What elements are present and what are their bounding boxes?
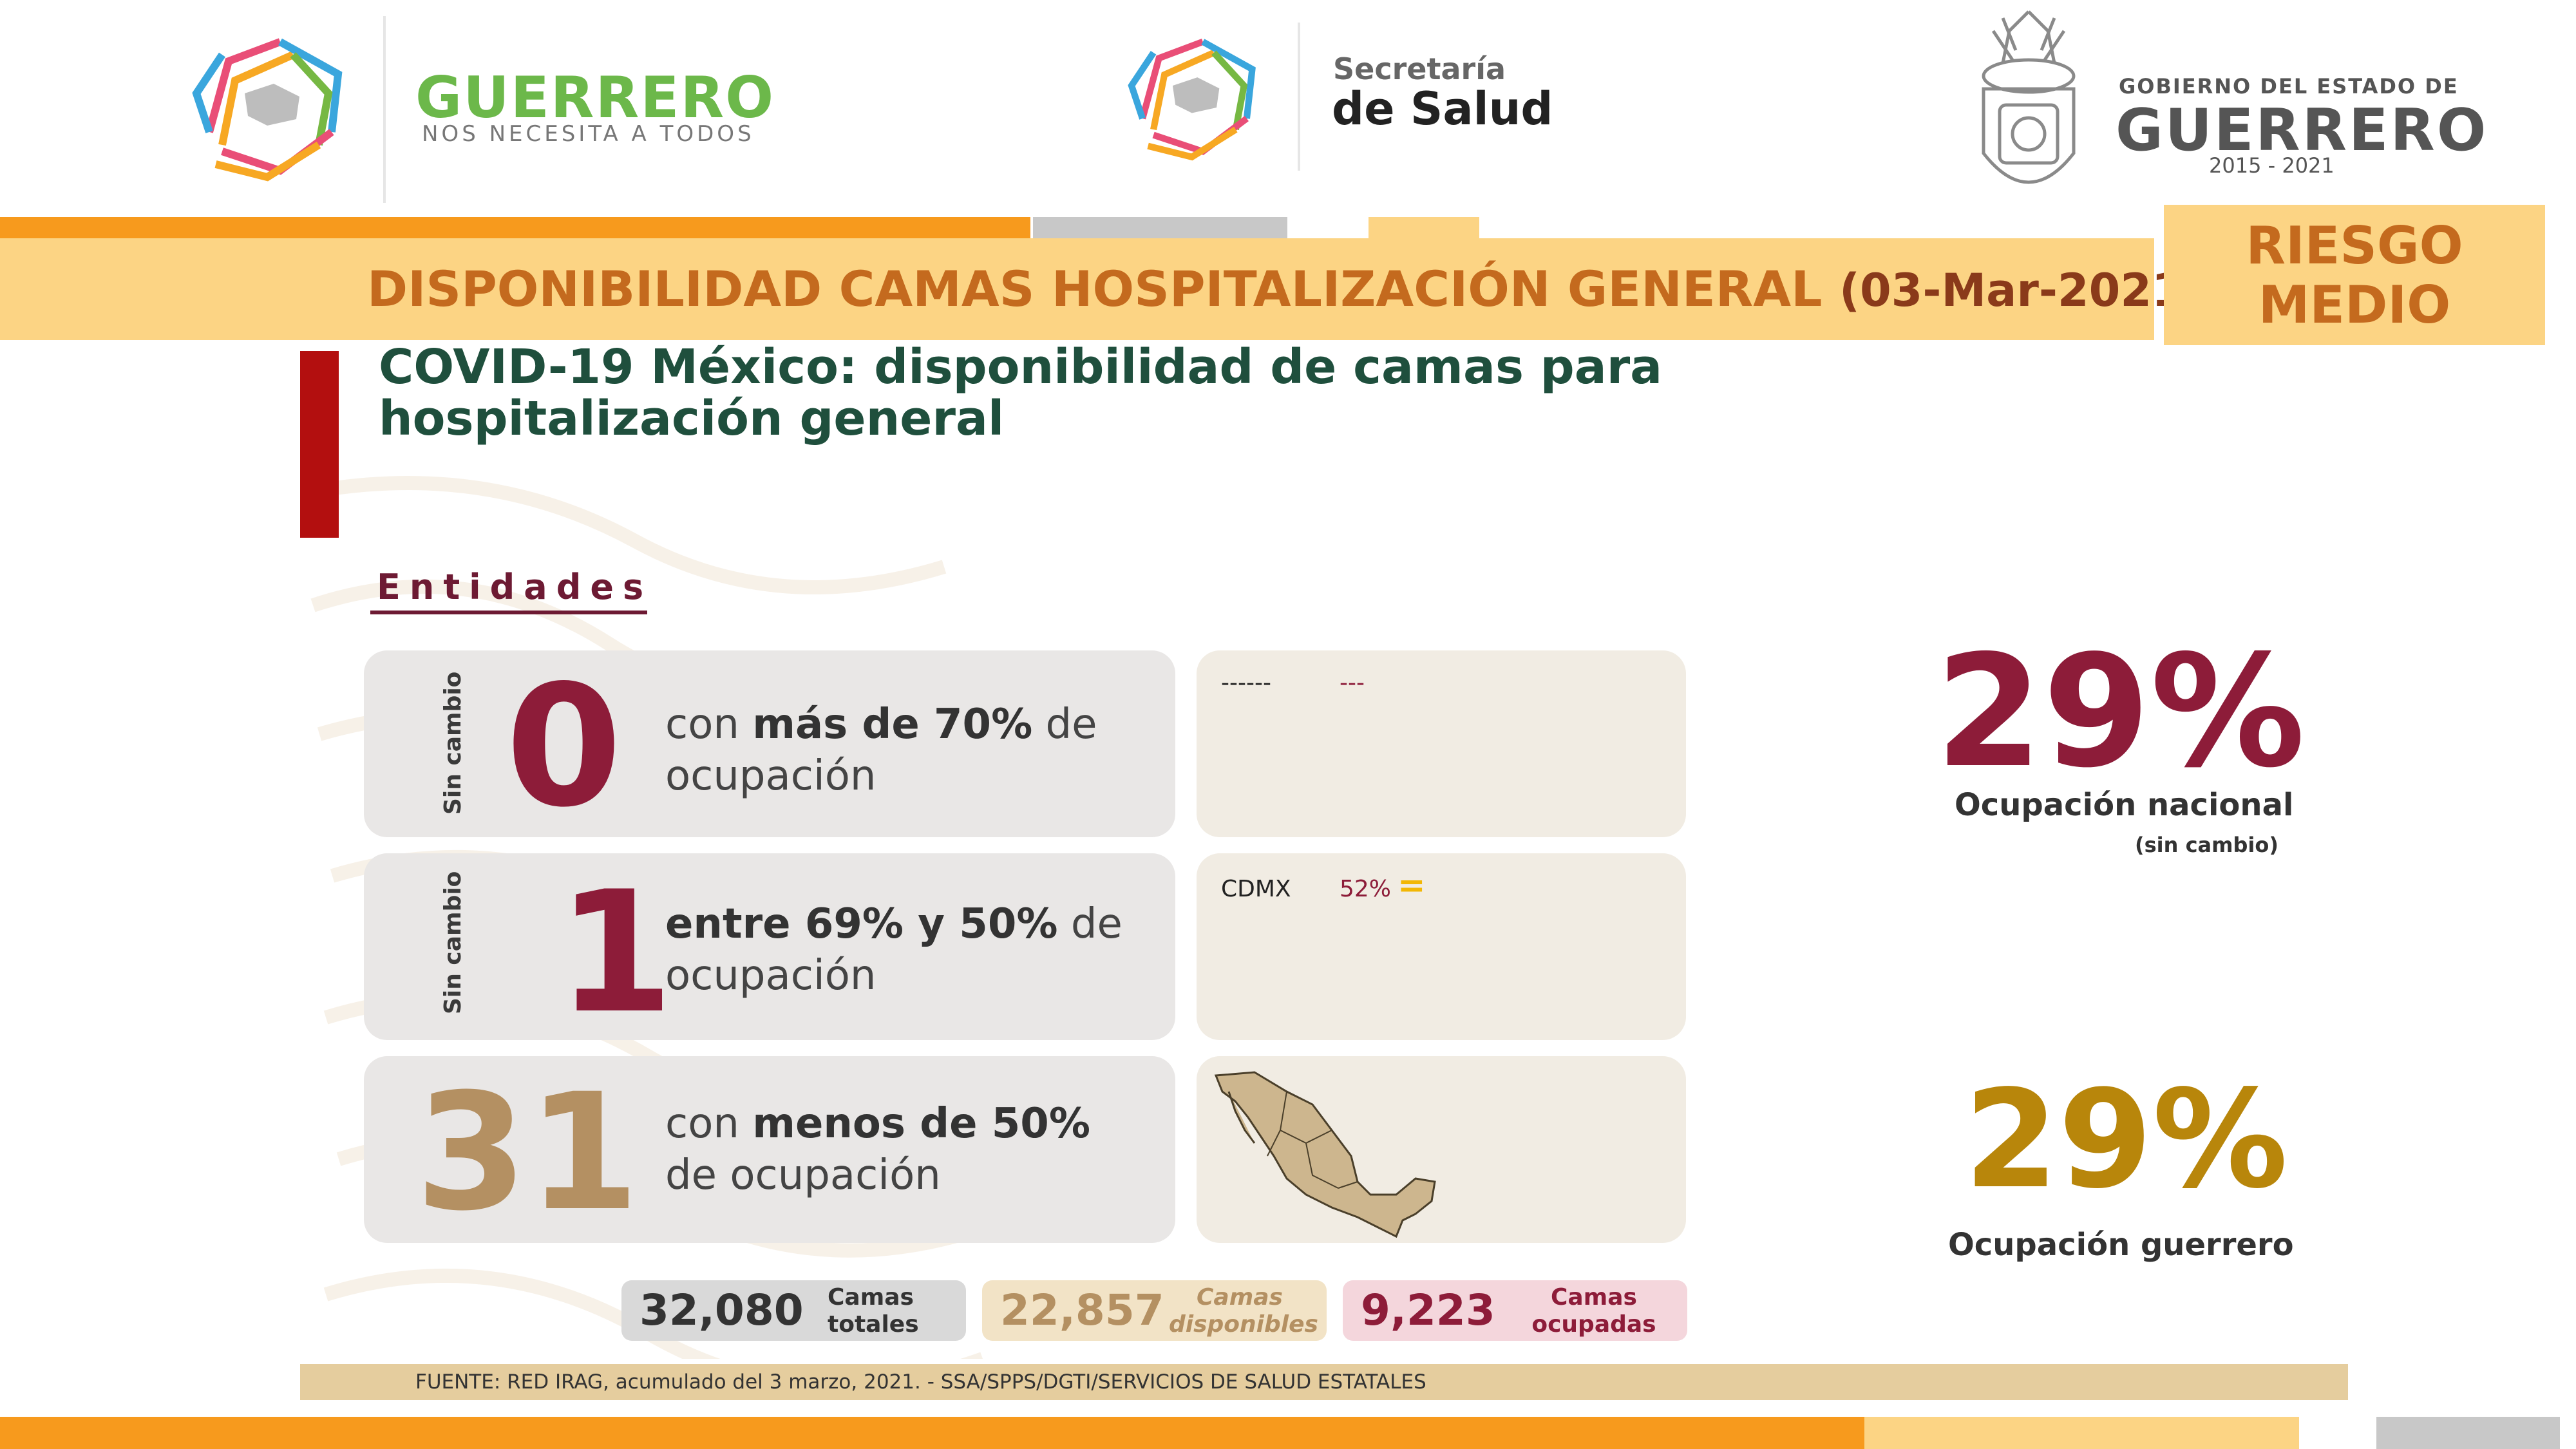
occupancy-card-low: 31 con menos de 50% de ocupación [364, 1056, 1175, 1243]
state-detail-card-medium: CDMX 52% = [1197, 853, 1686, 1040]
total-beds-label1: Camas [828, 1284, 914, 1311]
section-accent-strip [300, 351, 339, 538]
occupied-beds-label2: ocupadas [1531, 1311, 1656, 1338]
guerrero-logo-tagline: NOS NECESITA A TODOS [422, 121, 755, 147]
total-beds-label2: totales [828, 1311, 919, 1338]
salud-logo-line1: Secretaría [1333, 52, 1506, 86]
header-divider [1298, 23, 1300, 171]
risk-badge: RIESGO MEDIO [2164, 205, 2545, 345]
detail-value: 52% [1340, 876, 1392, 902]
detail-state: ------ [1221, 670, 1271, 696]
bottom-grey-bar [2376, 1417, 2560, 1449]
occupancy-card-high: Sin cambio 0 con más de 70% de ocupación [364, 650, 1175, 837]
card-description: con menos de 50% de ocupación [665, 1098, 1090, 1201]
occupancy-card-medium: Sin cambio 1 entre 69% y 50% de ocupació… [364, 853, 1175, 1040]
risk-line1: RIESGO [2246, 216, 2463, 276]
salud-emblem-icon [1128, 39, 1256, 161]
card-description: entre 69% y 50% de ocupación [665, 898, 1122, 1001]
guerrero-emblem-icon [192, 38, 343, 182]
trend-equal-icon: = [1397, 866, 1426, 905]
detail-state: CDMX [1221, 876, 1291, 902]
mexico-map-icon [1214, 1071, 1436, 1238]
bottom-orange-bar [0, 1444, 1864, 1449]
mexico-map-card [1197, 1056, 1686, 1243]
top-grey-bar [1033, 217, 1287, 239]
available-beds-pill: 22,857 Camas disponibles [982, 1280, 1327, 1341]
gobierno-logo-line2: GUERRERO [2116, 97, 2488, 164]
guerrero-occupancy-value: 29% [1964, 1061, 2288, 1218]
card-desc-prefix: con [665, 701, 753, 748]
bottom-orange-bar-main [0, 1417, 1864, 1444]
card-desc-line2: ocupación [665, 952, 876, 999]
page-title-date: (03-Mar-2021) [1839, 264, 2204, 317]
card-desc-bold: menos de 50% [752, 1100, 1090, 1148]
gobierno-logo-years: 2015 - 2021 [2209, 153, 2334, 178]
top-yellow-bar [1368, 217, 1479, 239]
card-desc-suffix: de [1057, 900, 1122, 948]
card-count: 1 [557, 856, 674, 1050]
card-description: con más de 70% de ocupación [665, 699, 1097, 802]
section-title: COVID-19 México: disponibilidad de camas… [379, 339, 1663, 446]
national-occupancy-sub: (sin cambio) [2135, 833, 2278, 857]
risk-line2: MEDIO [2258, 275, 2451, 335]
card-count: 31 [415, 1059, 639, 1246]
occupied-beds-label1: Camas [1551, 1284, 1637, 1311]
total-beds-label: Camas totales [828, 1284, 919, 1338]
source-band [300, 1364, 2348, 1400]
available-beds-label2: disponibles [1169, 1311, 1318, 1338]
state-detail-card-high: ------ --- [1197, 650, 1686, 837]
national-occupancy-label: Ocupación nacional [1955, 787, 2294, 823]
card-desc-bold: más de 70% [752, 701, 1033, 748]
guerrero-logo-name: GUERRERO [415, 64, 775, 131]
total-beds-value: 32,080 [639, 1285, 804, 1335]
available-beds-label1: Camas [1197, 1284, 1283, 1311]
card-desc-suffix: de [1032, 701, 1097, 748]
national-occupancy-value: 29% [1935, 621, 2306, 802]
detail-value: --- [1340, 670, 1365, 696]
card-change-label: Sin cambio [440, 871, 466, 1014]
page-title-main: DISPONIBILIDAD CAMAS HOSPITALIZACIÓN GEN… [367, 260, 1823, 317]
source-note: FUENTE: RED IRAG, acumulado del 3 marzo,… [415, 1370, 1426, 1394]
header-divider [383, 16, 386, 203]
available-beds-label: Camas disponibles [1169, 1284, 1318, 1338]
page-title: DISPONIBILIDAD CAMAS HOSPITALIZACIÓN GEN… [367, 260, 2204, 317]
gobierno-logo-line1: GOBIERNO DEL ESTADO DE [2119, 74, 2459, 99]
card-desc-line2: de ocupación [665, 1151, 941, 1199]
occupied-beds-value: 9,223 [1361, 1285, 1495, 1335]
card-desc-prefix: con [665, 1100, 753, 1148]
card-desc-line2: ocupación [665, 752, 876, 800]
occupied-beds-label: Camas ocupadas [1530, 1284, 1658, 1338]
total-beds-pill: 32,080 Camas totales [621, 1280, 966, 1341]
available-beds-value: 22,857 [1000, 1285, 1164, 1335]
top-orange-bar [0, 217, 1030, 239]
card-count: 0 [506, 650, 622, 844]
guerrero-occupancy-label: Ocupación guerrero [1948, 1227, 2294, 1263]
card-desc-bold: entre 69% y 50% [665, 900, 1058, 948]
entities-underline [370, 611, 647, 614]
title-band [0, 238, 2154, 340]
state-coat-of-arms-icon [1982, 10, 2076, 184]
entities-label: Entidades [377, 567, 653, 607]
salud-logo-line2: de Salud [1332, 82, 1553, 135]
bottom-yellow-bar [1864, 1417, 2299, 1449]
card-change-label: Sin cambio [440, 671, 466, 815]
occupied-beds-pill: 9,223 Camas ocupadas [1343, 1280, 1687, 1341]
